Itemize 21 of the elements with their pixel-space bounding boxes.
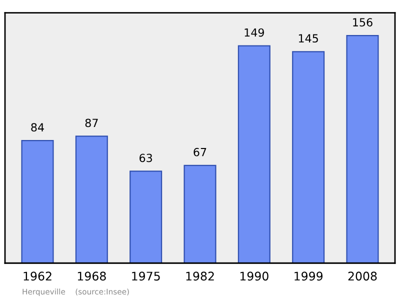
data-label: 156 bbox=[353, 18, 372, 27]
data-label: 63 bbox=[140, 154, 152, 162]
data-label: 87 bbox=[85, 118, 98, 128]
bar bbox=[238, 45, 270, 264]
bar bbox=[184, 164, 216, 264]
data-label: 67 bbox=[194, 148, 206, 156]
data-label: 149 bbox=[244, 28, 264, 37]
x-tick-label: 1962 bbox=[24, 272, 52, 281]
x-tick-label: 1999 bbox=[294, 272, 323, 281]
bar bbox=[292, 51, 325, 264]
x-tick-label: 1975 bbox=[132, 272, 160, 281]
data-label: 84 bbox=[31, 123, 44, 132]
x-tick-label: 1982 bbox=[186, 272, 214, 281]
bar bbox=[75, 136, 108, 264]
x-tick-label: 1990 bbox=[240, 272, 268, 281]
data-label: 145 bbox=[298, 34, 318, 43]
x-tick-label: 1968 bbox=[78, 272, 106, 281]
bar bbox=[21, 140, 54, 264]
x-tick-label: 2008 bbox=[348, 272, 377, 281]
bar bbox=[346, 35, 379, 264]
bar bbox=[130, 170, 162, 264]
